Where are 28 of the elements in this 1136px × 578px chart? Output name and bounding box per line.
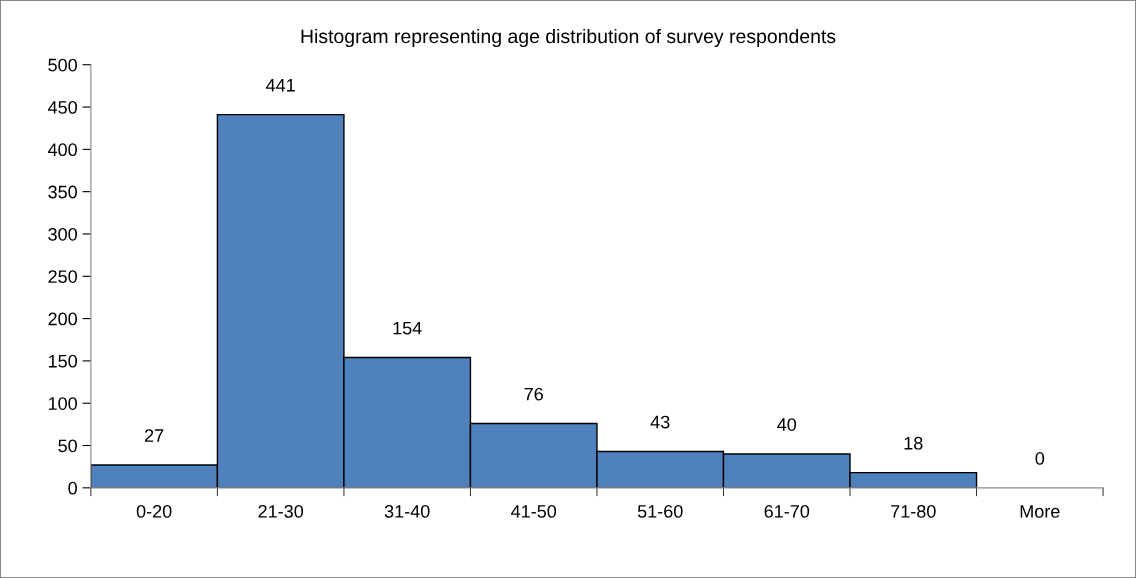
y-tick-label: 50 [58,439,77,453]
y-tick-label: 100 [48,397,77,410]
y-tick-label: 450 [47,100,77,114]
data-label: 0 [1035,452,1045,465]
x-tick-label: 21-30 [258,504,304,518]
y-tick-label: 250 [48,270,77,283]
data-label: 27 [145,429,164,442]
y-tick-label: 200 [48,312,77,326]
y-tick-label: 300 [48,227,77,241]
y-tick-label: 350 [48,185,77,199]
chart-title: Histogram representing age distribution of survey respondents [301,28,836,48]
x-tick-label: 61-70 [764,504,810,518]
y-tick-label: 500 [48,58,77,72]
x-tick-label: 71-80 [891,504,936,518]
data-label: 18 [904,436,923,450]
data-label: 40 [777,418,797,431]
y-tick-label: 0 [68,481,77,495]
y-tick-label: 150 [48,354,77,368]
x-tick-label: 31-40 [384,504,430,518]
data-label: 76 [524,387,543,401]
data-label: 43 [650,415,670,429]
x-tick-label: 51-60 [637,504,683,518]
data-label: 441 [266,79,295,92]
y-tick-label: 400 [47,143,77,157]
x-tick-label: 0-20 [136,504,172,518]
data-label: 154 [393,321,422,335]
x-tick-label: 41-50 [511,504,557,518]
x-tick-label: More [1020,505,1060,518]
